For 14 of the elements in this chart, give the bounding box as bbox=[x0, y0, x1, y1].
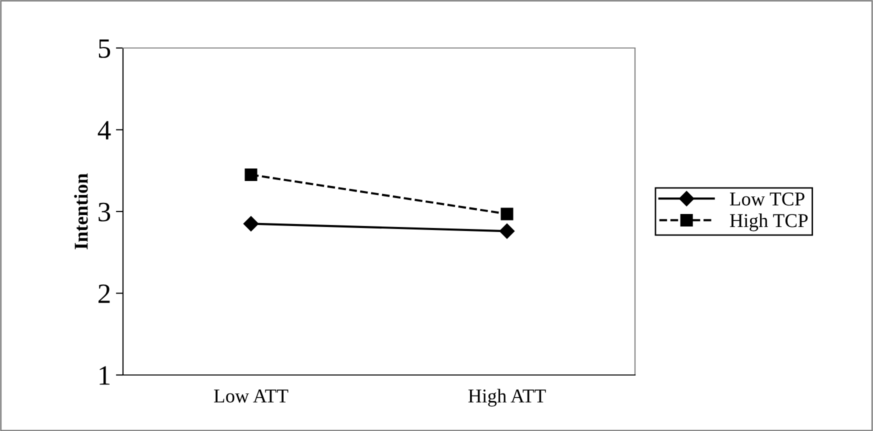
x-tick-label: High ATT bbox=[468, 388, 546, 407]
point bbox=[499, 224, 515, 239]
point bbox=[243, 216, 259, 232]
y-tick-label: 1 bbox=[100, 366, 110, 385]
point bbox=[500, 208, 514, 220]
y-tick-label: 4 bbox=[98, 121, 111, 140]
y-tick-label: 3 bbox=[98, 202, 110, 222]
y-tick-label: 5 bbox=[98, 39, 110, 58]
y-axis-title: Intention bbox=[74, 173, 88, 250]
y-tick-label: 2 bbox=[98, 284, 110, 303]
legend-label: High TCP bbox=[730, 214, 808, 232]
legend-label: Low TCP bbox=[730, 192, 804, 206]
point bbox=[244, 168, 258, 181]
x-tick-label: Low ATT bbox=[214, 390, 288, 403]
